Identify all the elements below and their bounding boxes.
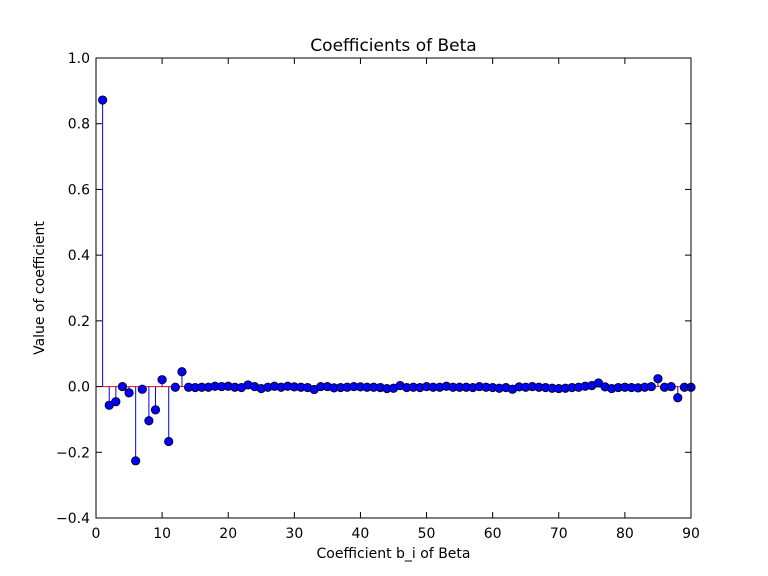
x-tick-label: 60: [484, 526, 502, 542]
y-tick-label: −0.4: [56, 511, 90, 527]
stem-marker: [164, 436, 174, 447]
x-tick-label: 20: [219, 526, 237, 542]
x-tick-label: 0: [92, 526, 101, 542]
stem-marker: [150, 405, 161, 415]
x-tick-label: 80: [616, 526, 634, 542]
stem-marker: [653, 374, 663, 384]
y-tick-label: 0.6: [68, 182, 90, 198]
x-tick-label: 40: [352, 526, 370, 542]
y-tick-label: 0.4: [68, 248, 90, 264]
y-axis-label: Value of coefficient: [32, 221, 48, 355]
stem-marker: [124, 388, 134, 398]
y-tick-label: 1.0: [68, 51, 90, 67]
plot-frame: [95, 57, 692, 519]
x-tick-label: 50: [418, 526, 436, 542]
x-tick-label: 90: [682, 526, 700, 542]
x-tick-label: 70: [550, 526, 568, 542]
stem-marker: [666, 381, 676, 392]
stem-marker: [137, 384, 147, 394]
stem-marker: [157, 375, 167, 385]
stem-marker: [98, 95, 108, 105]
stem-marker: [593, 378, 604, 388]
stem-marker: [177, 367, 187, 377]
y-tick-label: 0.2: [68, 314, 90, 330]
axes-layer: 0 10 20 30 40 50 60 70 80 90 1.0 0.8 0.6 0.4 0.2 0.0 −0.…: [56, 51, 700, 542]
stem-marker: [673, 393, 683, 403]
stem-marker: [117, 381, 128, 392]
stem-marker: [170, 382, 180, 392]
x-tick-label: 10: [153, 526, 171, 542]
stem-marker: [144, 416, 154, 426]
y-tick-label: −0.2: [56, 445, 90, 461]
stem-marker: [111, 397, 121, 407]
y-tick-label: 0.0: [68, 380, 90, 396]
y-tick-label: 0.8: [68, 117, 90, 133]
x-tick-label: 30: [285, 526, 303, 542]
x-axis-label: Coefficient b_i of Beta: [317, 546, 471, 562]
plot-area: [96, 58, 691, 518]
plot-layer: [96, 58, 696, 518]
stem-marker: [646, 381, 656, 392]
chart-title: Coefficients of Beta: [310, 36, 476, 56]
stem-marker: [131, 456, 141, 466]
